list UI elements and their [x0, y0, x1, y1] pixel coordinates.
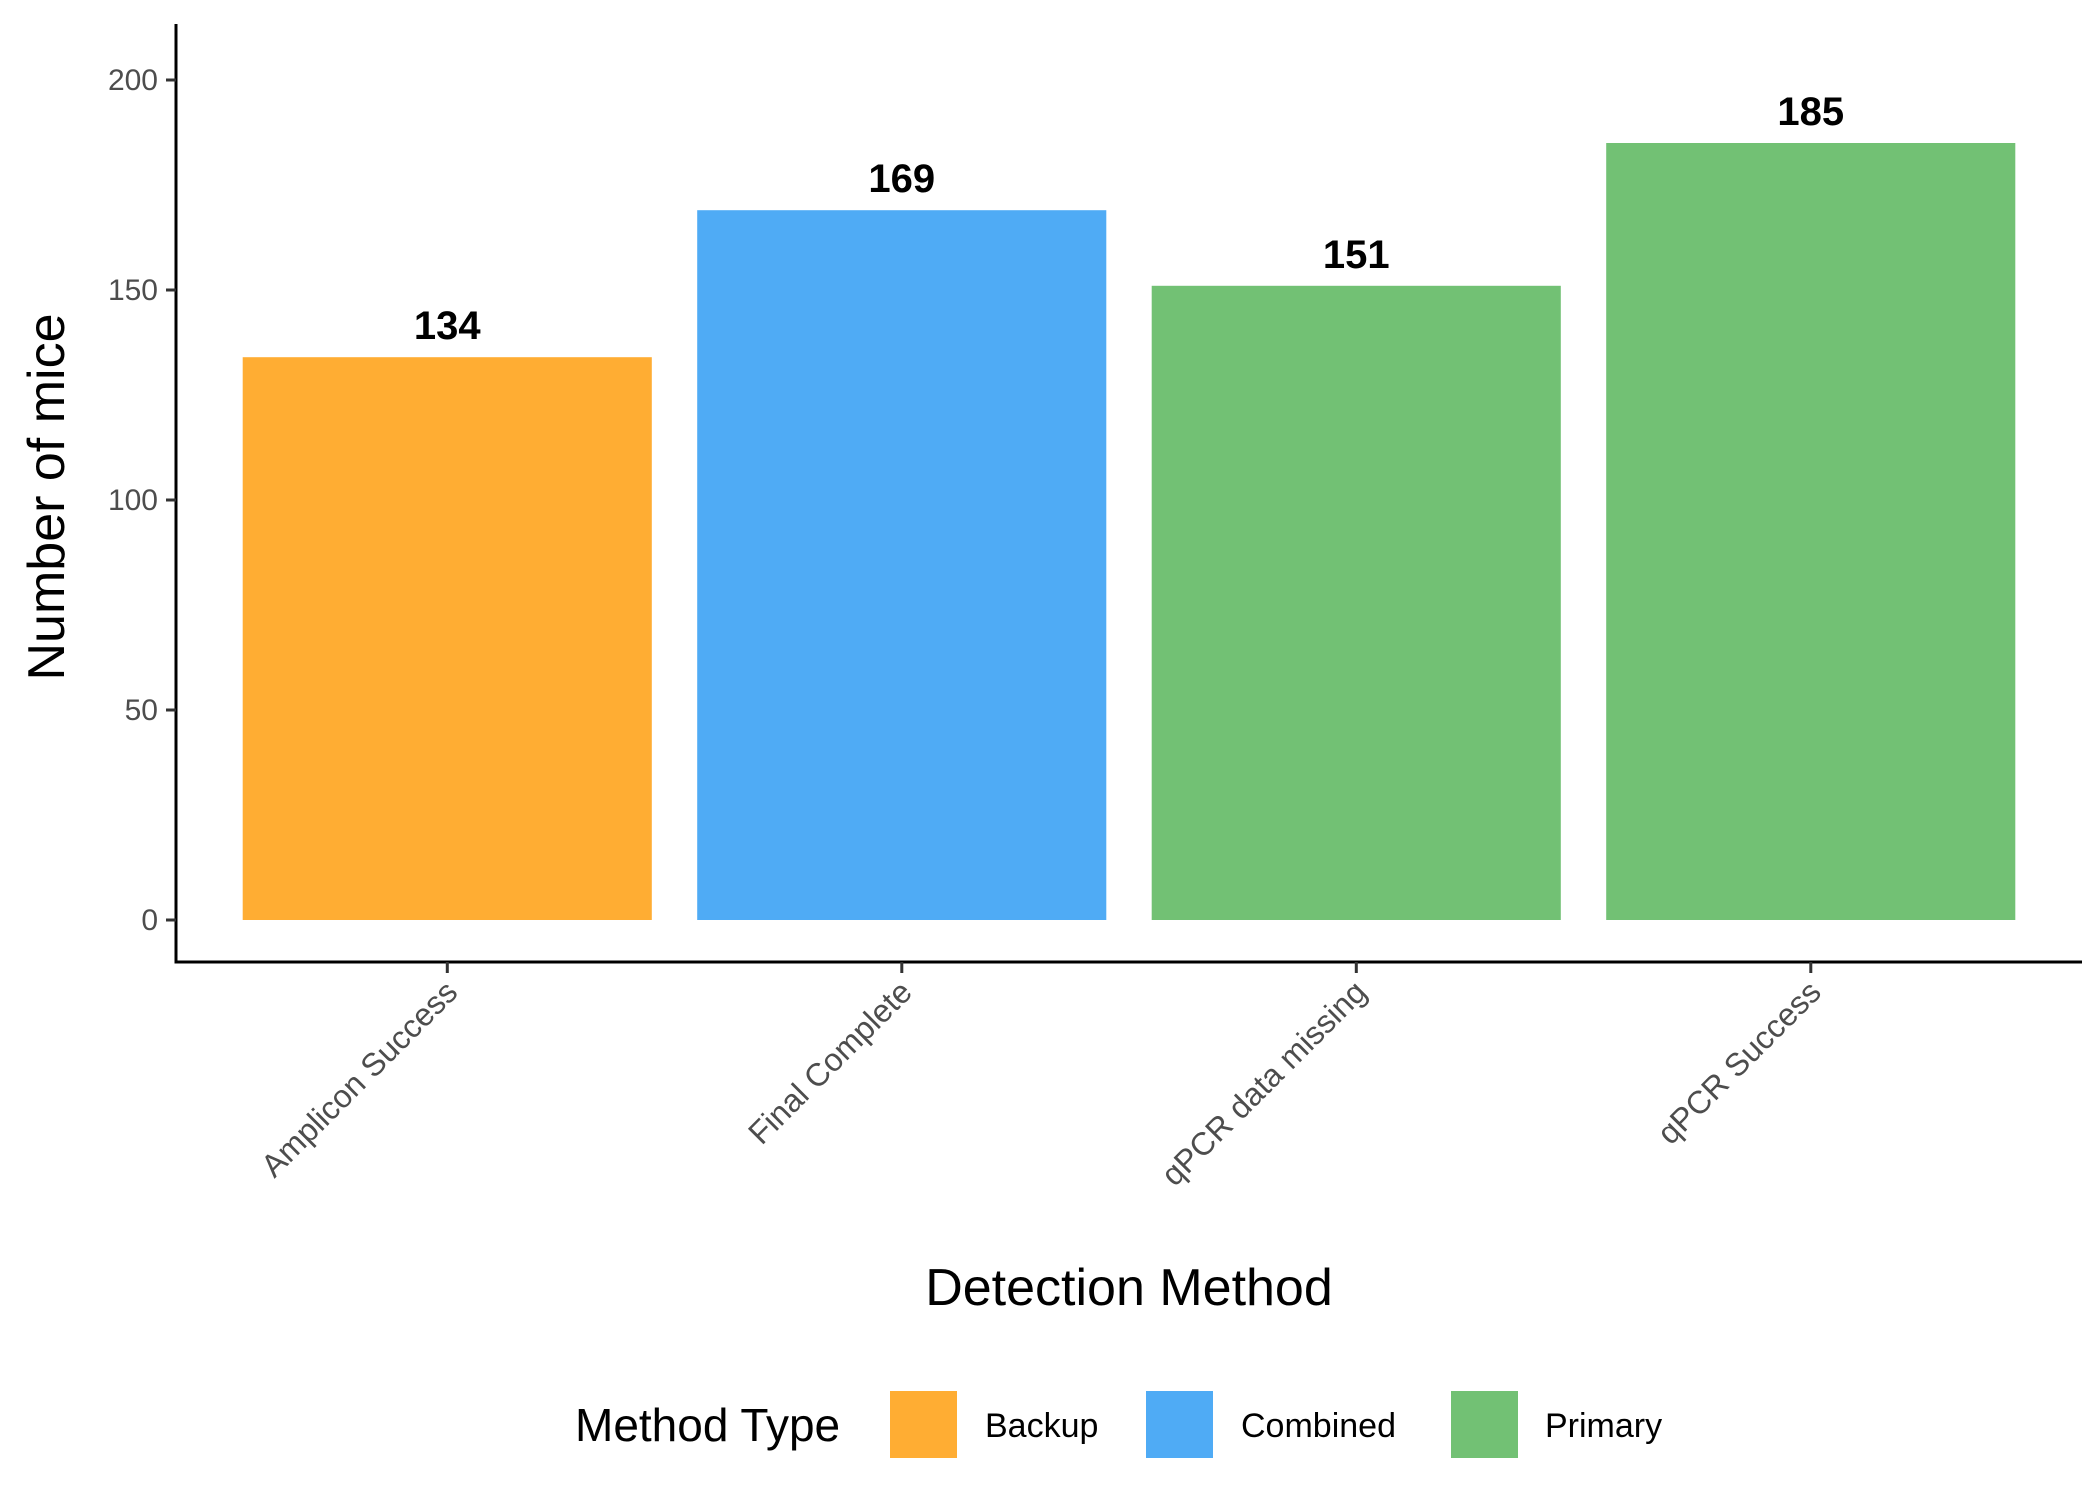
legend-label-combined: Combined [1241, 1407, 1396, 1445]
y-axis-ticks: 0 50 100 150 200 [108, 64, 176, 937]
y-axis-title: Number of mice [18, 314, 76, 681]
legend: Method Type Backup Combined Primary [575, 1391, 1662, 1458]
x-axis-title: Detection Method [925, 1259, 1333, 1317]
data-label-qpcr-success: 185 [1777, 90, 1844, 134]
legend-key-combined [1146, 1391, 1213, 1458]
legend-key-backup [890, 1391, 957, 1458]
y-tick-label: 200 [108, 64, 158, 97]
y-tick-label: 100 [108, 484, 158, 517]
data-label-final-complete: 169 [868, 157, 935, 201]
bar-final-complete [697, 210, 1107, 920]
bar-qpcr-data-missing [1151, 285, 1561, 920]
x-tick-label: qPCR Success [1650, 973, 1828, 1151]
bar-amplicon-success [242, 357, 652, 920]
legend-title: Method Type [575, 1399, 840, 1451]
x-tick-label: Amplicon Success [254, 973, 464, 1183]
y-tick-label: 50 [125, 694, 158, 727]
x-axis-ticks: Amplicon Success Final Complete qPCR data … [254, 962, 1828, 1193]
bars-layer [242, 143, 2016, 920]
x-tick-label: qPCR data missing [1154, 973, 1373, 1192]
legend-label-primary: Primary [1545, 1407, 1662, 1445]
bar-qpcr-success [1606, 143, 2016, 920]
data-labels-layer: 134 169 151 185 [414, 90, 1844, 348]
data-label-amplicon-success: 134 [414, 304, 481, 348]
legend-label-backup: Backup [985, 1407, 1098, 1445]
y-tick-label: 0 [141, 904, 158, 937]
x-tick-label: Final Complete [741, 973, 919, 1151]
data-label-qpcr-data-missing: 151 [1323, 233, 1390, 277]
y-tick-label: 150 [108, 274, 158, 307]
legend-key-primary [1451, 1391, 1518, 1458]
